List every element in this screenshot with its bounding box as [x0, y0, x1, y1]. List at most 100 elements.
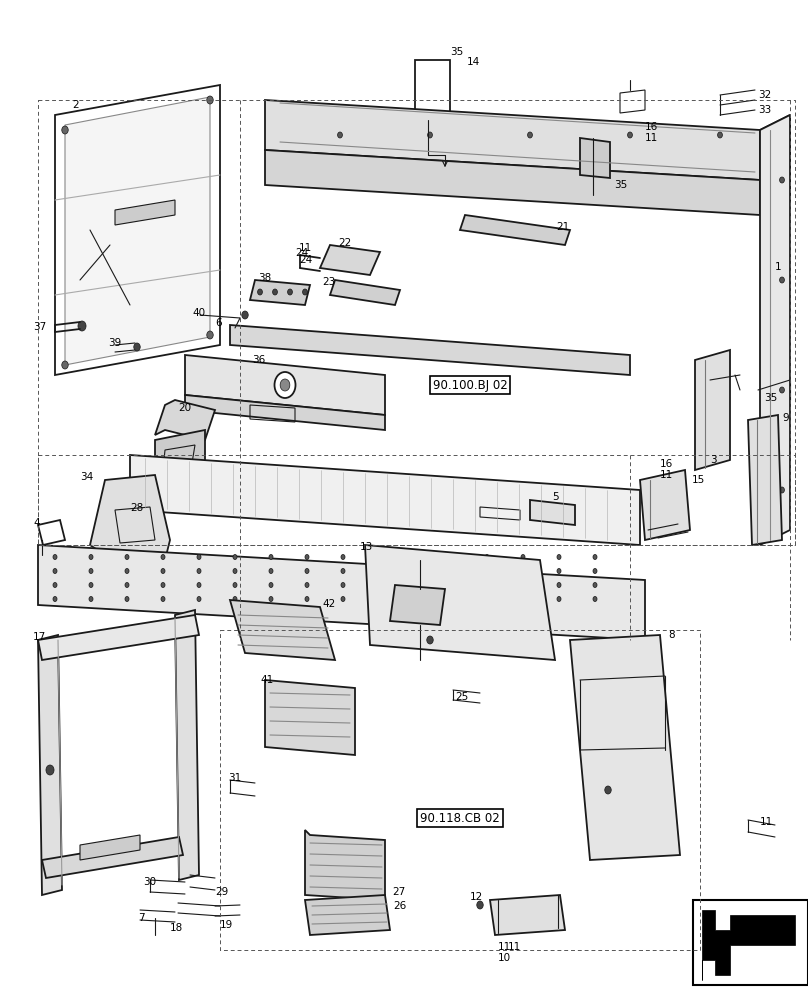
Circle shape [341, 568, 345, 573]
Text: 26: 26 [393, 901, 406, 911]
Text: 25: 25 [455, 692, 469, 702]
Circle shape [557, 554, 561, 560]
Polygon shape [365, 545, 555, 660]
Circle shape [197, 554, 201, 560]
Circle shape [377, 568, 381, 573]
Polygon shape [90, 475, 170, 560]
Circle shape [242, 311, 248, 319]
Circle shape [593, 582, 597, 587]
Circle shape [272, 289, 277, 295]
Circle shape [233, 582, 237, 587]
Polygon shape [155, 430, 205, 490]
Circle shape [269, 554, 273, 560]
Text: 39: 39 [108, 338, 121, 348]
Circle shape [485, 582, 489, 587]
Text: 41: 41 [260, 675, 273, 685]
Circle shape [377, 596, 381, 601]
Text: 17: 17 [33, 632, 46, 642]
Circle shape [134, 343, 141, 351]
Text: 30: 30 [143, 877, 156, 887]
Text: 37: 37 [33, 322, 46, 332]
Circle shape [89, 554, 93, 560]
Polygon shape [38, 615, 199, 660]
Polygon shape [265, 100, 760, 180]
Polygon shape [305, 895, 390, 935]
Circle shape [427, 636, 433, 644]
Polygon shape [265, 150, 760, 215]
Circle shape [521, 596, 525, 601]
Circle shape [305, 596, 309, 601]
Circle shape [161, 568, 165, 573]
Text: 11: 11 [645, 133, 659, 143]
Circle shape [258, 289, 263, 295]
Text: 29: 29 [215, 887, 228, 897]
Circle shape [341, 554, 345, 560]
Text: 90.118.CB 02: 90.118.CB 02 [420, 811, 500, 824]
Polygon shape [115, 200, 175, 225]
Circle shape [61, 361, 68, 369]
Text: 32: 32 [758, 90, 772, 100]
Polygon shape [250, 280, 310, 305]
Circle shape [207, 331, 213, 339]
Polygon shape [230, 600, 335, 660]
Text: 11: 11 [498, 942, 511, 952]
Circle shape [46, 765, 54, 775]
Text: 11: 11 [508, 942, 521, 952]
Circle shape [557, 596, 561, 601]
Circle shape [233, 554, 237, 560]
Circle shape [528, 132, 532, 138]
Polygon shape [320, 245, 380, 275]
Circle shape [413, 582, 417, 587]
Circle shape [521, 582, 525, 587]
Polygon shape [640, 470, 690, 540]
Polygon shape [38, 545, 645, 640]
Text: 24: 24 [295, 248, 308, 258]
Circle shape [288, 289, 292, 295]
Text: 8: 8 [668, 630, 675, 640]
Circle shape [197, 568, 201, 573]
Polygon shape [570, 635, 680, 860]
Text: 28: 28 [130, 503, 143, 513]
Circle shape [449, 554, 453, 560]
Text: 18: 18 [170, 923, 183, 933]
Polygon shape [80, 835, 140, 860]
Circle shape [521, 568, 525, 573]
Text: 22: 22 [338, 238, 351, 248]
Polygon shape [155, 400, 215, 440]
Text: 10: 10 [498, 953, 511, 963]
Circle shape [485, 596, 489, 601]
Polygon shape [760, 115, 790, 215]
Text: 16: 16 [660, 459, 673, 469]
Text: 7: 7 [138, 913, 145, 923]
Text: 11: 11 [299, 243, 312, 253]
Circle shape [125, 596, 129, 601]
Text: 34: 34 [80, 472, 93, 482]
Circle shape [604, 786, 611, 794]
Circle shape [427, 132, 432, 138]
Circle shape [449, 568, 453, 573]
Polygon shape [580, 138, 610, 178]
Text: 90.100.BJ 02: 90.100.BJ 02 [432, 378, 507, 391]
Circle shape [718, 132, 722, 138]
Polygon shape [130, 455, 640, 545]
Polygon shape [230, 325, 630, 375]
Text: 24: 24 [299, 255, 312, 265]
Circle shape [233, 568, 237, 573]
Text: 9: 9 [782, 413, 789, 423]
Polygon shape [305, 830, 385, 900]
Polygon shape [42, 837, 183, 878]
Polygon shape [702, 910, 795, 980]
Text: 3: 3 [710, 455, 717, 465]
Circle shape [197, 596, 201, 601]
Polygon shape [490, 895, 565, 935]
Polygon shape [175, 610, 199, 880]
Circle shape [628, 132, 633, 138]
Circle shape [53, 596, 57, 601]
Circle shape [53, 582, 57, 587]
Circle shape [89, 568, 93, 573]
Circle shape [269, 596, 273, 601]
Text: 35: 35 [764, 393, 777, 403]
Text: 40: 40 [192, 308, 205, 318]
Circle shape [413, 568, 417, 573]
Text: 14: 14 [467, 57, 480, 67]
